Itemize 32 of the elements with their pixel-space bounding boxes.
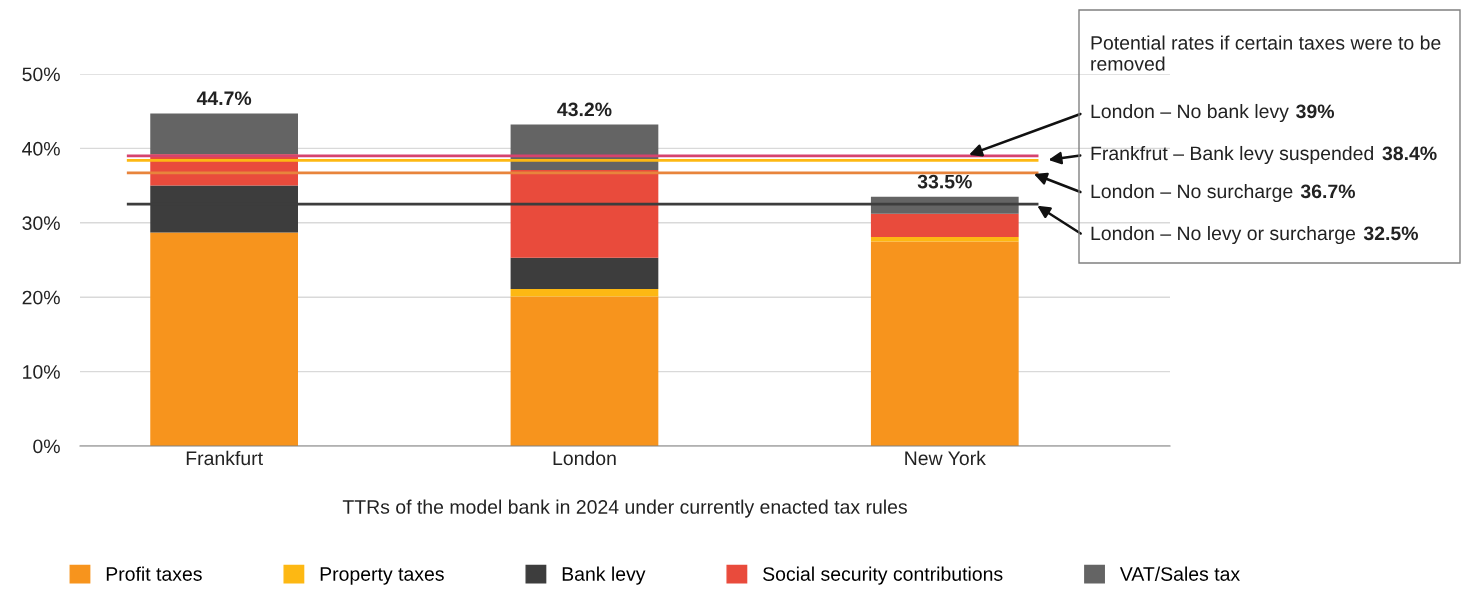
bar — [870, 241, 1019, 446]
bar — [510, 289, 659, 297]
legend-label: Bank levy — [562, 566, 646, 585]
ref-line-label: London – No surcharge 36.7% — [1091, 183, 1355, 203]
ref-line-label: London – No bank levy 39% — [1091, 103, 1335, 123]
bar — [870, 236, 1019, 242]
x-tick-label: London — [553, 450, 616, 466]
total-label: 33.5% — [917, 174, 972, 189]
y-tick-label: 10% — [23, 365, 60, 379]
y-tick-label: 20% — [22, 290, 60, 305]
legend-label: Property taxes — [320, 567, 444, 585]
bar — [510, 296, 659, 446]
text: Potential rates if certain taxes were to be removed — [1091, 35, 1441, 71]
total-label: 44.7% — [196, 91, 252, 106]
x-tick-label: Frankfurt — [186, 450, 263, 466]
bar — [510, 257, 659, 290]
y-tick-label: 0% — [33, 439, 60, 454]
x-tick-label: New York — [905, 450, 986, 466]
bar — [510, 169, 659, 258]
legend-label: VAT/Sales tax — [1119, 566, 1240, 581]
y-tick-label: 50% — [22, 67, 60, 82]
legend-label: Social security contributions — [763, 566, 1003, 585]
x-axis-title: TTRs of the model bank in 2024 under currently enacted tax rules — [342, 499, 907, 518]
total-label: 43.2% — [557, 102, 612, 117]
y-tick-label: 40% — [22, 141, 60, 156]
y-tick-label: 30% — [22, 216, 60, 231]
bar — [150, 113, 298, 155]
ref-line-label: Frankfrut – Bank levy suspended 38.4% — [1091, 145, 1437, 165]
ref-line-label: London – No levy or surcharge 32.5% — [1091, 225, 1418, 245]
bar — [150, 232, 298, 446]
bar — [870, 213, 1019, 237]
legend-label: Profit taxes — [106, 566, 202, 581]
